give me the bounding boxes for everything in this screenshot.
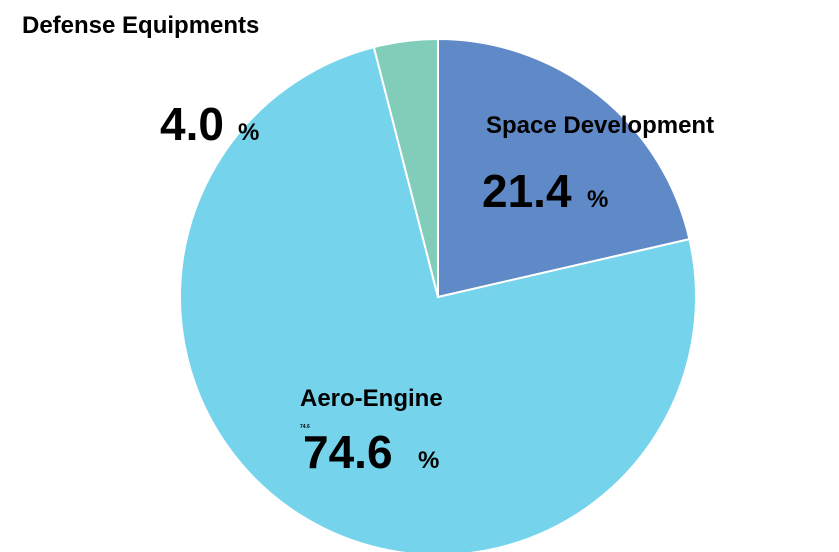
category-label: Space Development bbox=[486, 112, 714, 139]
unit-label: % bbox=[587, 186, 608, 213]
labels: Space Development 21.4 % Aero-Engine 74.6 % De… bbox=[22, 12, 714, 478]
category-label: Defense Equipments bbox=[22, 12, 259, 39]
pie bbox=[179, 37, 697, 552]
pie-slice bbox=[179, 45, 697, 552]
pie-slice bbox=[372, 37, 439, 298]
pie-slice bbox=[437, 37, 691, 299]
unit-label: % bbox=[418, 447, 439, 474]
unit-label: % bbox=[238, 119, 259, 146]
small-value-label: 74.6 bbox=[300, 424, 310, 430]
value-label: 4.0 bbox=[160, 98, 224, 150]
value-label: 21.4 bbox=[482, 165, 572, 217]
category-label: Aero-Engine bbox=[300, 385, 443, 412]
value-label: 74.6 bbox=[303, 426, 393, 478]
